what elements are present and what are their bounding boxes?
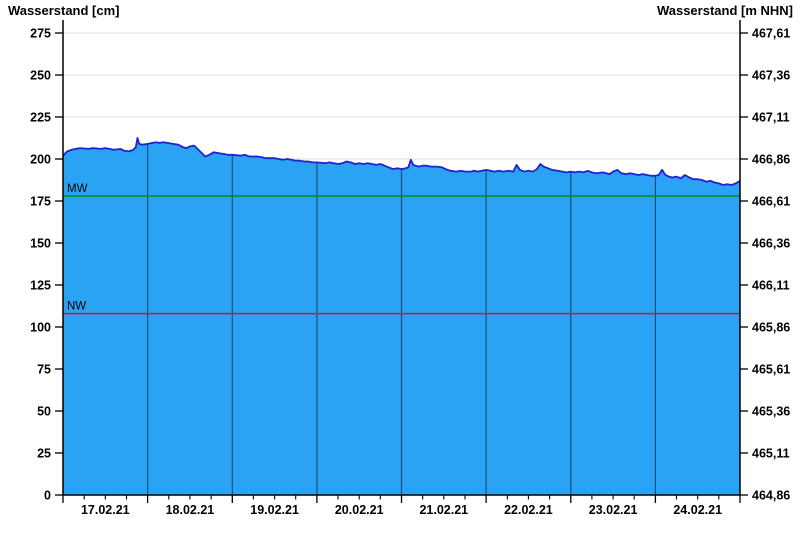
mw-label: MW (67, 183, 88, 195)
y-left-tick-label: 275 (30, 27, 51, 41)
y-right-tick-label: 464,86 (752, 489, 790, 503)
y-left-tick-label: 75 (37, 363, 51, 377)
y-right-tick-label: 466,61 (752, 195, 790, 209)
y-left-tick-label: 100 (30, 321, 51, 335)
y-right-tick-label: 465,61 (752, 363, 790, 377)
x-tick-label: 17.02.21 (81, 503, 130, 517)
y-left-tick-label: 175 (30, 195, 51, 209)
y-right-tick-label: 467,11 (752, 111, 790, 125)
x-tick-label: 19.02.21 (250, 503, 299, 517)
right-axis-title: Wasserstand [m NHN] (656, 3, 793, 18)
y-right-tick-label: 465,36 (752, 405, 790, 419)
y-left-tick-label: 225 (30, 111, 51, 125)
y-left-tick-label: 50 (37, 405, 51, 419)
y-right-tick-label: 467,36 (752, 69, 790, 83)
y-left-tick-label: 250 (30, 69, 51, 83)
x-tick-label: 21.02.21 (419, 503, 468, 517)
y-right-tick-label: 467,61 (752, 27, 790, 41)
y-right-tick-label: 465,86 (752, 321, 790, 335)
y-left-tick-label: 125 (30, 279, 51, 293)
y-left-tick-label: 0 (44, 489, 51, 503)
y-left-tick-label: 200 (30, 153, 51, 167)
x-tick-label: 18.02.21 (166, 503, 215, 517)
y-right-tick-label: 466,11 (752, 279, 790, 293)
water-level-line (62, 137, 741, 186)
x-tick-label: 22.02.21 (504, 503, 553, 517)
y-right-tick-label: 465,11 (752, 447, 790, 461)
y-right-tick-label: 466,86 (752, 153, 790, 167)
x-tick-label: 20.02.21 (335, 503, 384, 517)
x-tick-label: 23.02.21 (589, 503, 638, 517)
y-right-tick-label: 466,36 (752, 237, 790, 251)
y-left-tick-label: 25 (37, 447, 51, 461)
y-left-tick-label: 150 (30, 237, 51, 251)
left-axis-title: Wasserstand [cm] (8, 3, 120, 18)
x-tick-label: 24.02.21 (673, 503, 722, 517)
nw-label: NW (67, 301, 86, 313)
